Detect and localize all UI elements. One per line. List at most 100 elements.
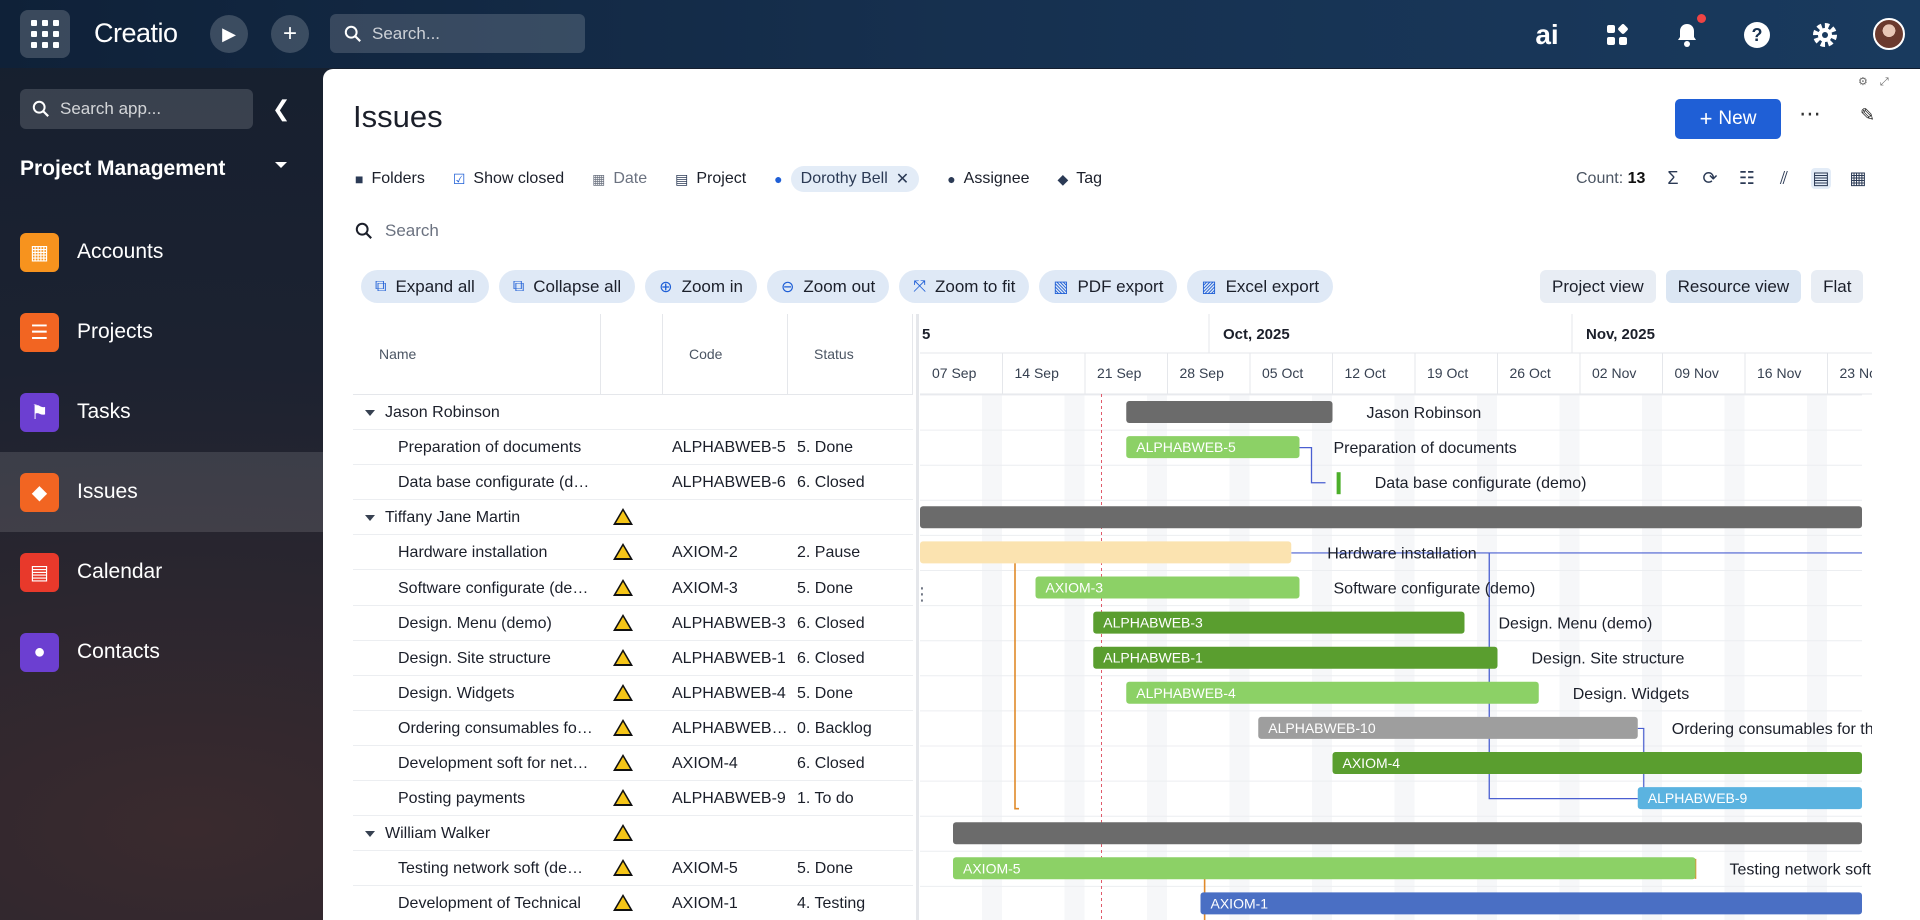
- task-bar[interactable]: [1093, 646, 1498, 669]
- table-row[interactable]: Design. Widgets ALPHABWEB-4 5. Done: [353, 676, 913, 711]
- global-search-input[interactable]: Search...: [330, 14, 585, 53]
- table-row[interactable]: Design. Site structure ALPHABWEB-1 6. Clos…: [353, 641, 913, 676]
- summary-bar[interactable]: [1126, 401, 1333, 423]
- gantt-bar[interactable]: AXIOM-5 Testing network soft (demo): [953, 857, 1872, 880]
- gantt-bar[interactable]: ALPHABWEB-9: [1637, 787, 1862, 810]
- list-search-input[interactable]: Search: [355, 221, 439, 241]
- refresh-icon[interactable]: ⟳: [1702, 168, 1718, 188]
- tile-view-icon[interactable]: ▦: [1849, 168, 1867, 188]
- flat-button[interactable]: Flat: [1811, 270, 1864, 303]
- table-row[interactable]: Preparation of documents ALPHABWEB-5 5. Do…: [353, 430, 913, 466]
- gear-icon[interactable]: ⚙: [1858, 76, 1880, 88]
- date-filter[interactable]: ▦ Date: [592, 170, 647, 188]
- task-bar[interactable]: [953, 857, 1696, 880]
- chevron-down-icon[interactable]: [365, 831, 375, 838]
- expand-all-button[interactable]: ⧉ Expand all: [361, 270, 489, 303]
- group-row[interactable]: William Walker: [353, 816, 913, 852]
- table-row[interactable]: Posting payments ALPHABWEB-9 1. To do: [353, 781, 913, 817]
- collapse-all-button[interactable]: ⧉ Collapse all: [498, 270, 636, 303]
- task-bar[interactable]: [1126, 681, 1539, 704]
- milestone-marker[interactable]: [1336, 472, 1341, 495]
- summary-bar[interactable]: [920, 506, 1862, 529]
- task-bar[interactable]: [1093, 611, 1465, 634]
- gantt-bar[interactable]: [920, 506, 1862, 529]
- sidebar-item-projects[interactable]: ☰ Projects: [0, 292, 323, 372]
- chevron-down-icon[interactable]: [275, 162, 287, 168]
- group-row[interactable]: Tiffany Jane Martin: [353, 500, 913, 536]
- chevron-down-icon[interactable]: [365, 410, 375, 416]
- gantt-bar[interactable]: ALPHABWEB-3 Design. Menu (demo): [1093, 611, 1652, 634]
- task-bar[interactable]: [1126, 436, 1300, 459]
- gantt-bar[interactable]: Data base configurate (demo): [1336, 472, 1587, 495]
- ai-button[interactable]: ai: [1530, 18, 1564, 52]
- more-actions-button[interactable]: ⋯: [1799, 101, 1822, 126]
- zoom-in-button[interactable]: ⊕ Zoom in: [645, 270, 757, 303]
- table-row[interactable]: Design. Menu (demo) ALPHABWEB-3 6. Closed: [353, 606, 913, 641]
- gantt-bar[interactable]: ALPHABWEB-1 Design. Site structure: [1093, 646, 1685, 669]
- zoom-out-button[interactable]: ⊖ Zoom out: [766, 270, 890, 303]
- new-button[interactable]: + New: [1675, 99, 1781, 139]
- chevron-down-icon[interactable]: [365, 515, 375, 522]
- tag-filter[interactable]: ◆ Tag: [1058, 170, 1103, 188]
- project-view-button[interactable]: Project view: [1540, 270, 1656, 303]
- settings-button[interactable]: [1808, 18, 1842, 52]
- task-bar[interactable]: [920, 541, 1292, 564]
- close-icon[interactable]: ✕: [895, 171, 910, 188]
- sum-icon[interactable]: Σ: [1667, 168, 1679, 188]
- help-button[interactable]: ?: [1740, 18, 1774, 52]
- column-header[interactable]: [601, 314, 663, 394]
- group-row[interactable]: Jason Robinson: [353, 395, 913, 430]
- user-avatar[interactable]: [1873, 18, 1905, 50]
- zoom-to-fit-button[interactable]: ⤧ Zoom to fit: [899, 270, 1030, 303]
- column-header[interactable]: Status: [788, 314, 913, 394]
- sidebar-item-calendar[interactable]: ▤ Calendar: [0, 532, 323, 612]
- gantt-bar[interactable]: ALPHABWEB-10 Ordering consumables for the…: [1258, 716, 1872, 739]
- pdf-export-button[interactable]: ▧ PDF export: [1039, 270, 1178, 303]
- app-search-input[interactable]: Search app...: [20, 89, 253, 129]
- gantt-bar[interactable]: ALPHABWEB-4 Design. Widgets: [1126, 681, 1689, 704]
- gantt-bar[interactable]: AXIOM-1: [1200, 892, 1863, 915]
- collapse-sidebar-button[interactable]: ❮: [272, 96, 290, 122]
- sidebar-item-accounts[interactable]: ▦ Accounts: [0, 212, 323, 292]
- gantt-bar[interactable]: AXIOM-3 Software configurate (demo): [1035, 576, 1536, 599]
- excel-export-button[interactable]: ▨ Excel export: [1187, 270, 1334, 303]
- add-button[interactable]: +: [271, 15, 309, 53]
- analytics-icon[interactable]: ⫽: [1779, 168, 1789, 188]
- table-row[interactable]: Software configurate (demo) AXIOM-3 5. Don…: [353, 571, 913, 606]
- resource-view-button[interactable]: Resource view: [1665, 270, 1802, 303]
- column-header[interactable]: Code: [663, 314, 788, 394]
- gantt-bar[interactable]: AXIOM-4: [1332, 752, 1863, 774]
- owner-chip[interactable]: Dorothy Bell ✕: [790, 166, 920, 192]
- owner-filter[interactable]: ● Dorothy Bell ✕: [774, 166, 920, 192]
- show-closed-checkbox[interactable]: ☑ Show closed: [453, 170, 564, 188]
- task-bar[interactable]: [1332, 752, 1863, 774]
- run-process-button[interactable]: ▶: [210, 15, 248, 53]
- table-row[interactable]: Hardware installation AXIOM-2 2. Pause: [353, 535, 913, 571]
- apps-grid-icon[interactable]: [20, 10, 70, 58]
- table-row[interactable]: Testing network soft (demo) AXIOM-5 5. Don…: [353, 851, 913, 887]
- summary-bar[interactable]: [953, 822, 1862, 845]
- sidebar-item-tasks[interactable]: ⚑ Tasks: [0, 372, 323, 452]
- assignee-filter[interactable]: ● Assignee: [947, 170, 1029, 188]
- sidebar-item-contacts[interactable]: ● Contacts: [0, 612, 323, 692]
- folders-filter[interactable]: ■ Folders: [355, 170, 425, 188]
- notifications-button[interactable]: [1670, 18, 1704, 52]
- sidebar-item-issues[interactable]: ◆ Issues: [0, 452, 323, 532]
- table-row[interactable]: Ordering consumables for the office ALPHA…: [353, 711, 913, 746]
- task-bar[interactable]: [1200, 892, 1863, 915]
- edit-page-button[interactable]: ✎: [1860, 105, 1875, 126]
- table-row[interactable]: Data base configurate (demo) ALPHABWEB-6 6…: [353, 465, 913, 501]
- task-bar[interactable]: [1258, 716, 1638, 739]
- list-view-icon[interactable]: ☷: [1738, 168, 1756, 188]
- project-filter[interactable]: ▤ Project: [675, 170, 746, 188]
- gantt-bar[interactable]: ALPHABWEB-5 Preparation of documents: [1126, 436, 1517, 459]
- task-bar[interactable]: [1637, 787, 1862, 810]
- task-bar[interactable]: [1035, 576, 1300, 599]
- workplace-selector[interactable]: Project Management: [20, 157, 226, 180]
- gantt-bar[interactable]: Jason Robinson: [1126, 401, 1481, 423]
- gantt-view-icon[interactable]: ▤: [1811, 168, 1831, 189]
- table-row[interactable]: Development soft for network AXIOM-4 6. Cl…: [353, 746, 913, 781]
- expand-icon[interactable]: ⤢: [1879, 76, 1901, 88]
- app-hub-button[interactable]: [1600, 18, 1634, 52]
- gantt-bar[interactable]: [953, 822, 1862, 845]
